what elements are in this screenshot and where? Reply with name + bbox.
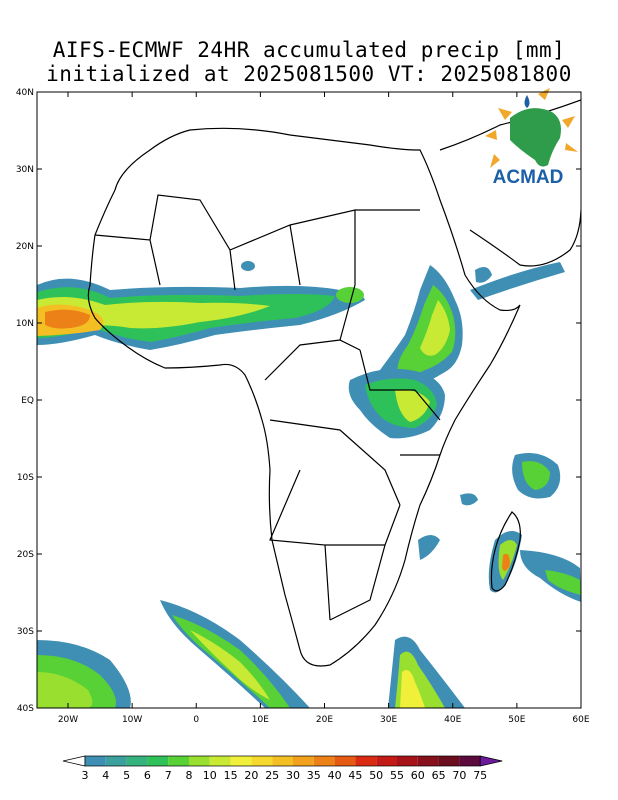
colorbar-upper-arrow [479,755,503,767]
colorbar-segment [85,756,106,766]
colorbar-label: 10 [203,769,217,782]
colorbar-label: 40 [328,769,342,782]
colorbar: 3 4 5 6 7 8 10 15 20 25 30 35 40 45 50 55 60 65 70 75 [62,755,503,782]
lon-tick-label: 0 [193,715,199,725]
colorbar-label: 60 [411,769,425,782]
colorbar-label: 30 [286,769,300,782]
colorbar-label: 15 [224,769,238,782]
lat-tick-label: 30N [16,165,34,175]
colorbar-label: 25 [265,769,279,782]
raindrop-icon [524,95,530,108]
lat-tick-label: 40S [17,704,34,714]
colorbar-label: 7 [165,769,172,782]
africa-coastline [87,127,521,667]
colorbar-label: 65 [432,769,446,782]
map-title-line2: initialized at 2025081500 VT: 2025081800 [46,62,572,86]
lon-tick-label: 20E [316,715,333,725]
colorbar-label: 50 [369,769,383,782]
map-title-line1: AIFS-ECMWF 24HR accumulated precip [mm] [52,38,566,62]
colorbar-segment [126,756,148,766]
colorbar-segment [230,756,252,766]
lon-tick-label: 30E [380,715,397,725]
lon-tick-label: 50E [508,715,525,725]
colorbar-segment [105,756,127,766]
colorbar-segment [376,756,397,766]
lon-tick-label: 10E [252,715,269,725]
colorbar-segment [313,756,335,766]
arabia-coastline [439,99,581,267]
acmad-logo-text: ACMAD [493,167,564,188]
colorbar-segment [209,756,231,766]
colorbar-label: 8 [186,769,193,782]
colorbar-segment [251,756,273,766]
sun-rays-icon [485,88,578,168]
lon-tick-label: 60E [572,715,589,725]
lon-tick-label: 10W [122,715,142,725]
lat-tick-label: 10S [17,473,34,483]
africa-logo-icon [510,108,561,167]
colorbar-label: 45 [348,769,362,782]
latitude-ticks: 40N 30N 20N 10N EQ 10S 20S 30S 40S [16,88,581,714]
colorbar-segment [168,756,189,766]
colorbar-label: 6 [144,769,151,782]
colorbar-label: 35 [307,769,321,782]
colorbar-segment [293,756,314,766]
colorbar-label: 75 [473,769,487,782]
lat-tick-label: EQ [21,396,34,406]
lon-tick-label: 40E [444,715,461,725]
lat-tick-label: 20S [17,550,34,560]
colorbar-segment [438,756,460,766]
colorbar-label: 70 [452,769,466,782]
lat-tick-label: 40N [16,88,34,98]
lat-tick-label: 30S [17,627,34,637]
colorbar-segment [459,756,481,766]
colorbar-segment [417,756,439,766]
colorbar-label: 4 [102,769,109,782]
madagascar-coastline [490,511,521,592]
longitude-ticks: 20W 10W 0 10E 20E 30E 40E 50E 60E [58,92,590,725]
colorbar-segment [189,756,210,766]
colorbar-label: 55 [390,769,404,782]
colorbar-segment [272,756,293,766]
coastlines-borders [87,99,581,667]
colorbar-segment [397,756,418,766]
colorbar-lower-arrow [62,755,86,767]
lat-tick-label: 20N [16,242,34,252]
colorbar-segment [334,756,356,766]
colorbar-segment [147,756,169,766]
colorbar-segment [355,756,377,766]
precip-ethiopia-core [420,300,450,356]
colorbar-label: 5 [123,769,130,782]
colorbar-label: 3 [82,769,89,782]
colorbar-label: 20 [244,769,258,782]
acmad-logo: ACMAD [485,88,578,188]
lon-tick-label: 20W [58,715,78,725]
precip-shading [37,261,581,708]
precip-max-guinea-core [45,309,90,329]
lat-tick-label: 10N [16,319,34,329]
